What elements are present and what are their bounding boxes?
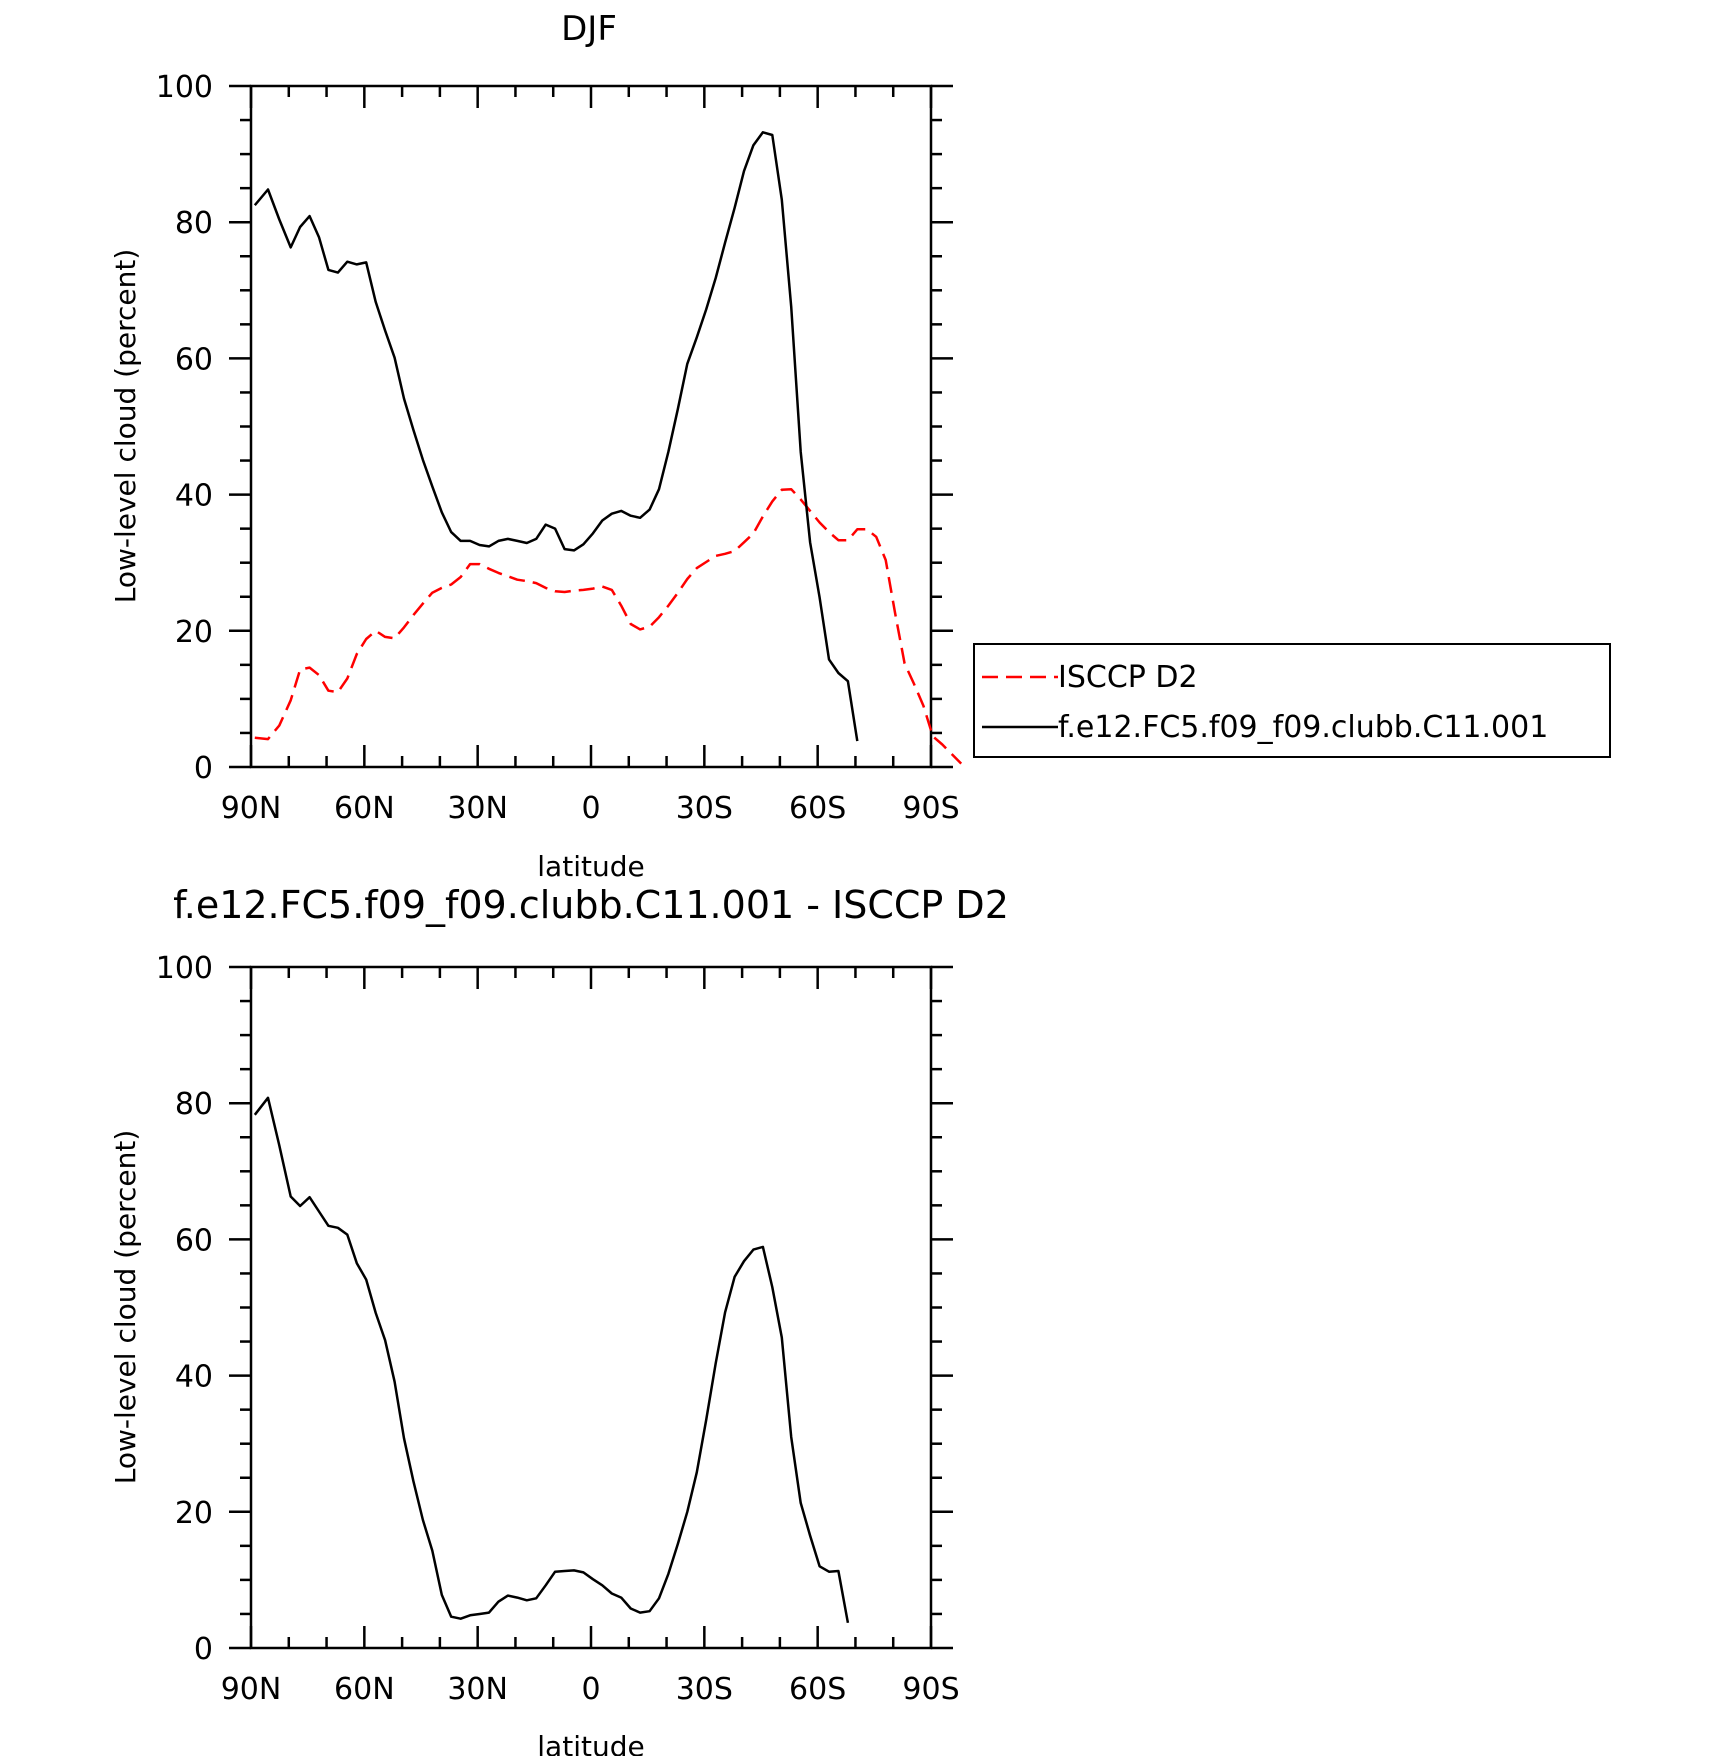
series-line-0	[254, 487, 963, 765]
legend-label-isccp: ISCCP D2	[1058, 660, 1198, 695]
series-lines	[253, 1096, 850, 1624]
x-tick-label: 60S	[789, 791, 846, 826]
series-line-1	[253, 131, 859, 742]
y-tick-label: 60	[175, 342, 213, 377]
x-tick-labels: 90N 60N 30N 0 30S 60S 90S	[221, 791, 960, 826]
y-tick-label: 100	[156, 951, 213, 986]
panel-djf: DJF 90N 60N 30N 0 30S 60S 90S 0 20 40 60 80 100 lat…	[109, 9, 1611, 883]
y-tick-label: 100	[156, 70, 213, 105]
series-lines	[253, 131, 963, 765]
x-tick-label: 90N	[221, 1672, 282, 1707]
y-axis-label: Low-level cloud (percent)	[109, 1130, 142, 1485]
x-axis-label: latitude	[537, 850, 644, 883]
y-tick-labels: 0 20 40 60 80 100	[156, 951, 213, 1667]
y-tick-label: 0	[194, 1632, 213, 1667]
x-tick-label: 90N	[221, 791, 282, 826]
axis-ticks	[229, 965, 953, 1650]
x-axis-label: latitude	[537, 1730, 644, 1756]
panel-difference: f.e12.FC5.f09_f09.clubb.C11.001 - ISCCP …	[109, 883, 1009, 1756]
x-tick-labels: 90N 60N 30N 0 30S 60S 90S	[221, 1672, 960, 1707]
y-axis-label: Low-level cloud (percent)	[109, 249, 142, 604]
legend-box	[973, 643, 1611, 758]
y-tick-label: 20	[175, 615, 213, 650]
axis-ticks	[229, 84, 953, 769]
y-tick-label: 40	[175, 1360, 213, 1395]
y-tick-labels: 0 20 40 60 80 100	[156, 70, 213, 786]
x-tick-label: 30S	[676, 1672, 733, 1707]
chart-title: DJF	[561, 9, 617, 49]
y-tick-label: 40	[175, 479, 213, 514]
x-tick-label: 30N	[447, 1672, 508, 1707]
series-line-0	[253, 1096, 850, 1624]
y-tick-label: 20	[175, 1496, 213, 1531]
y-tick-label: 60	[175, 1223, 213, 1258]
legend: ISCCP D2 f.e12.FC5.f09_f09.clubb.C11.001	[973, 643, 1611, 758]
x-tick-label: 90S	[902, 1672, 959, 1707]
x-tick-label: 90S	[902, 791, 959, 826]
x-tick-label: 60N	[334, 791, 395, 826]
y-tick-label: 80	[175, 1087, 213, 1122]
x-tick-label: 0	[581, 1672, 600, 1707]
y-tick-label: 80	[175, 206, 213, 241]
chart-title: f.e12.FC5.f09_f09.clubb.C11.001 - ISCCP …	[173, 883, 1009, 927]
plot-frame	[249, 965, 933, 1650]
legend-label-model: f.e12.FC5.f09_f09.clubb.C11.001	[1058, 710, 1548, 745]
x-tick-label: 30S	[676, 791, 733, 826]
y-tick-label: 0	[194, 751, 213, 786]
x-tick-label: 30N	[447, 791, 508, 826]
x-tick-label: 60N	[334, 1672, 395, 1707]
x-tick-label: 60S	[789, 1672, 846, 1707]
x-tick-label: 0	[581, 791, 600, 826]
